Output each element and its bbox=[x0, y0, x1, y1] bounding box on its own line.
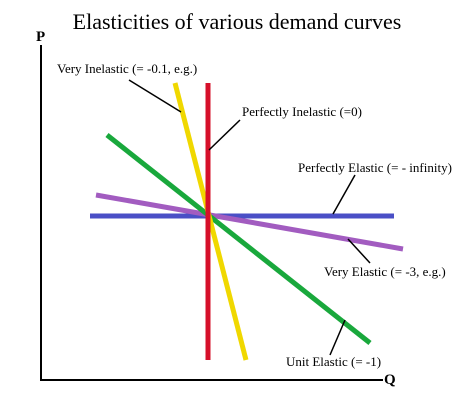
very-inelastic-leader bbox=[128, 79, 182, 113]
very-elastic-curve bbox=[95, 192, 404, 252]
diagram-title: Elasticities of various demand curves bbox=[73, 9, 402, 34]
unit-elastic-label: Unit Elastic (= -1) bbox=[286, 354, 381, 369]
very-elastic-leader bbox=[347, 238, 371, 264]
demand-curves bbox=[90, 82, 404, 361]
perfectly-inelastic-label: Perfectly Inelastic (=0) bbox=[242, 104, 362, 119]
very-inelastic-label: Very Inelastic (= -0.1, e.g.) bbox=[57, 61, 197, 76]
y-axis-label: P bbox=[36, 29, 45, 45]
unit-elastic-leader bbox=[329, 319, 346, 356]
axes: P Q bbox=[36, 29, 396, 388]
unit-elastic-curve bbox=[105, 133, 372, 345]
leader-lines bbox=[128, 79, 371, 356]
curve-labels: Very Inelastic (= -0.1, e.g.) Perfectly … bbox=[57, 61, 452, 369]
x-axis-label: Q bbox=[384, 372, 396, 388]
perfectly-elastic-leader bbox=[332, 174, 356, 215]
perfectly-inelastic-leader bbox=[208, 119, 241, 151]
very-elastic-label: Very Elastic (= -3, e.g.) bbox=[324, 264, 446, 279]
perfectly-elastic-label: Perfectly Elastic (= - infinity) bbox=[298, 160, 452, 175]
